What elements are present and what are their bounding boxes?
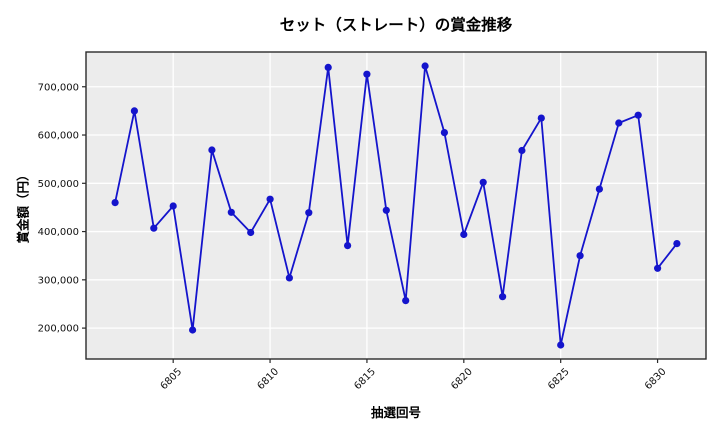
line-series: [114, 65, 678, 346]
y-tick-label: 500,000: [38, 179, 79, 190]
data-point: [344, 242, 352, 250]
data-point: [673, 240, 681, 248]
data-point: [247, 228, 255, 237]
data-point: [189, 326, 197, 334]
data-point: [537, 114, 545, 122]
data-point: [402, 297, 410, 305]
chart-title: セット（ストレート）の賞金推移: [279, 16, 513, 34]
x-tick-label: 6830: [643, 366, 669, 392]
data-point: [363, 70, 371, 78]
data-point: [324, 63, 332, 71]
data-point: [615, 119, 623, 127]
x-tick-label: 6810: [255, 366, 281, 392]
data-point: [285, 274, 293, 282]
data-point: [576, 252, 584, 260]
data-point: [169, 202, 177, 210]
x-tick-label: 6825: [546, 366, 572, 392]
data-point: [518, 146, 526, 155]
plot-background: [86, 52, 706, 359]
x-tick-label: 6815: [352, 366, 378, 392]
y-tick-label: 700,000: [38, 82, 79, 93]
y-tick-label: 200,000: [38, 324, 79, 335]
plot-border: [85, 51, 707, 360]
y-tick-label: 600,000: [38, 131, 79, 142]
x-tick-label: 6820: [449, 366, 475, 392]
x-tick-label: 6805: [159, 366, 185, 392]
data-point: [111, 199, 119, 207]
data-point: [382, 206, 390, 214]
data-point: [595, 185, 604, 193]
data-point: [557, 341, 565, 349]
data-point: [634, 111, 642, 119]
data-point: [130, 107, 138, 115]
y-tick-label: 300,000: [38, 275, 79, 286]
data-point: [654, 264, 662, 272]
data-point: [499, 293, 507, 301]
data-point: [208, 146, 216, 154]
data-point: [421, 62, 429, 70]
x-axis-label: 抽選回号: [370, 405, 422, 420]
y-tick-label: 400,000: [38, 227, 79, 238]
data-point: [479, 178, 487, 186]
data-point: [266, 195, 274, 203]
data-point: [150, 224, 158, 232]
data-point: [227, 208, 235, 216]
data-point: [440, 129, 448, 137]
data-point: [305, 209, 313, 217]
data-point: [460, 230, 468, 239]
